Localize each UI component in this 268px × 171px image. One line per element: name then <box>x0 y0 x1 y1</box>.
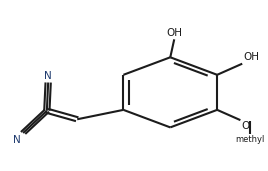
Text: methyl: methyl <box>236 135 265 144</box>
Text: OH: OH <box>166 28 182 38</box>
Text: N: N <box>44 71 52 81</box>
Text: N: N <box>13 135 20 145</box>
Text: O: O <box>241 121 250 131</box>
Text: OH: OH <box>244 52 259 62</box>
